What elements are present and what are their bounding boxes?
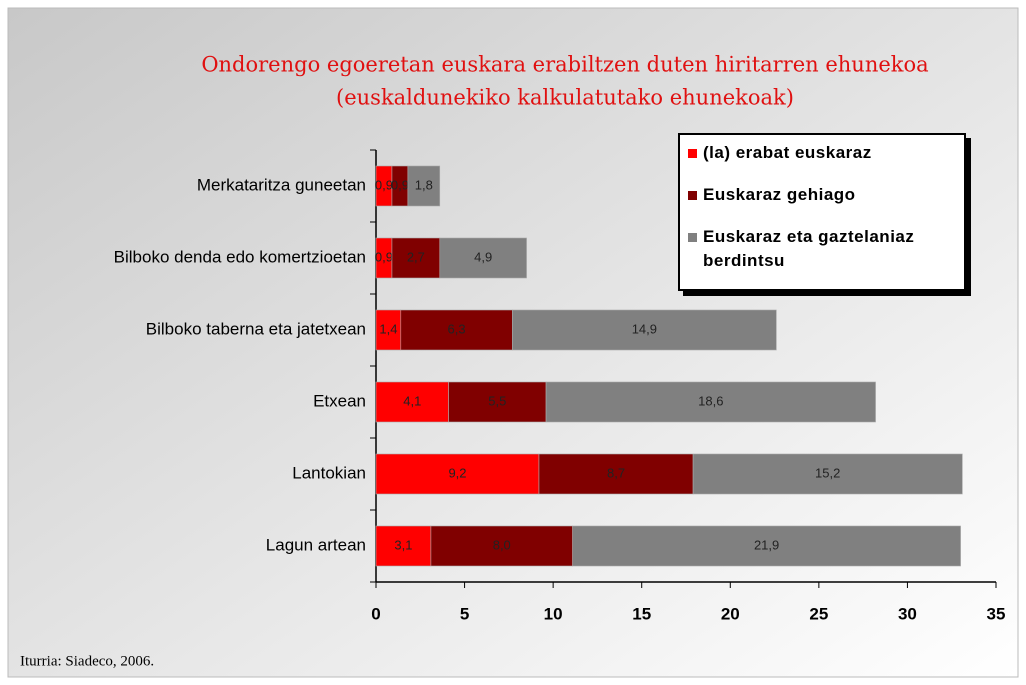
- bar-segment: [407, 165, 441, 207]
- legend-label: (la) erabat euskaraz: [703, 143, 872, 162]
- legend-item: Euskaraz gehiago: [688, 183, 956, 207]
- x-tick-label: 20: [721, 604, 740, 623]
- legend-label: Euskaraz eta gaztelaniaz berdintsu: [703, 227, 915, 270]
- value-label: 5,5: [488, 393, 506, 408]
- y-tick-label: Bilboko taberna eta jatetxean: [146, 319, 366, 338]
- value-label: 0,9: [391, 177, 409, 192]
- bar-segment: [692, 453, 963, 495]
- value-label: 3,1: [394, 537, 412, 552]
- x-tick-label: 0: [371, 604, 380, 623]
- value-label: 15,2: [815, 465, 840, 480]
- value-label: 6,3: [448, 321, 466, 336]
- bar-segment: [545, 381, 876, 423]
- bar-segment: [375, 309, 402, 351]
- x-tick-label: 25: [809, 604, 828, 623]
- x-tick-label: 35: [987, 604, 1006, 623]
- chart-subtitle: (euskaldunekiko kalkulatutako ehunekoak): [336, 86, 794, 110]
- bar-segment: [538, 453, 694, 495]
- x-tick-label: 5: [460, 604, 469, 623]
- y-tick-label: Bilboko denda edo komertzioetan: [114, 247, 366, 266]
- chart-title: Ondorengo egoeretan euskara erabiltzen d…: [201, 53, 928, 77]
- legend-swatch: [688, 191, 697, 200]
- legend-swatch: [688, 233, 697, 242]
- bar-segment: [375, 381, 449, 423]
- value-label: 0,9: [375, 249, 393, 264]
- value-label: 9,2: [448, 465, 466, 480]
- bar-segment: [439, 237, 527, 279]
- legend-item: Euskaraz eta gaztelaniaz berdintsu: [688, 225, 956, 273]
- value-label: 1,4: [379, 321, 397, 336]
- value-label: 1,8: [415, 177, 433, 192]
- x-tick-label: 10: [544, 604, 563, 623]
- value-label: 4,9: [474, 249, 492, 264]
- value-label: 8,7: [607, 465, 625, 480]
- legend-swatch: [688, 149, 697, 158]
- y-tick-label: Merkataritza guneetan: [197, 175, 366, 194]
- y-tick-label: Lagun artean: [266, 535, 366, 554]
- bar-segment: [391, 237, 441, 279]
- value-label: 21,9: [754, 537, 779, 552]
- value-label: 18,6: [698, 393, 723, 408]
- source: Iturria: Siadeco, 2006.: [20, 653, 154, 669]
- bar-segment: [400, 309, 513, 351]
- bar-segment: [430, 525, 573, 567]
- bar-segment: [572, 525, 961, 567]
- x-tick-label: 15: [632, 604, 651, 623]
- bar-segment: [512, 309, 777, 351]
- legend: (la) erabat euskaraz Euskaraz gehiago Eusk…: [678, 133, 966, 291]
- legend-item: (la) erabat euskaraz: [688, 141, 956, 165]
- y-tick-label: Lantokian: [292, 463, 366, 482]
- value-label: 14,9: [632, 321, 657, 336]
- value-label: 4,1: [403, 393, 421, 408]
- value-label: 8,0: [493, 537, 511, 552]
- value-label: 0,9: [375, 177, 393, 192]
- y-tick-label: Etxean: [313, 391, 366, 410]
- bar-segment: [448, 381, 547, 423]
- x-tick-label: 30: [898, 604, 917, 623]
- legend-label: Euskaraz gehiago: [703, 185, 856, 204]
- value-label: 2,7: [407, 249, 425, 264]
